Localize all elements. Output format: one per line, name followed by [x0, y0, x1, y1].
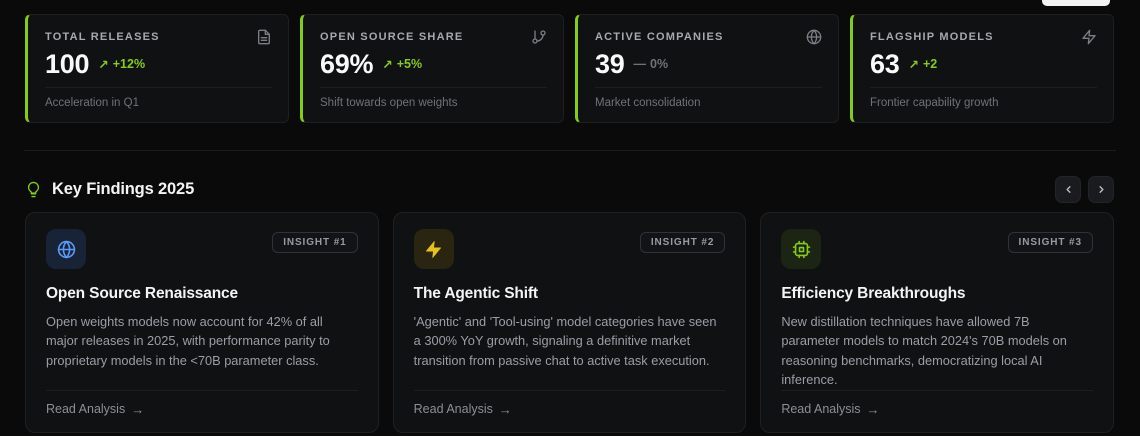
findings-header: Key Findings 2025 — [25, 175, 1114, 204]
stat-delta: — 0% — [633, 57, 669, 72]
insight-body: New distillation techniques have allowed… — [781, 314, 1067, 388]
stats-row: TOTAL RELEASES 100 ↗ +12% Acceleration i… — [25, 14, 1114, 123]
stat-note: Frontier capability growth — [870, 97, 999, 109]
carousel-prev-button[interactable] — [1055, 176, 1081, 203]
section-title: Key Findings 2025 — [52, 180, 195, 198]
divider — [781, 389, 1093, 391]
top-right-button-partial[interactable] — [1042, 0, 1110, 6]
insight-title: The Agentic Shift — [413, 285, 538, 302]
divider — [320, 87, 547, 88]
zap-icon — [1081, 29, 1097, 45]
stat-note: Acceleration in Q1 — [45, 97, 139, 109]
insight-card-agentic-shift: INSIGHT #2 The Agentic Shift 'Agentic' a… — [392, 212, 747, 433]
trend-up-icon: ↗ — [908, 57, 919, 72]
carousel-controls — [1055, 176, 1114, 203]
insight-card-efficiency: INSIGHT #3 Efficiency Breakthroughs New … — [760, 212, 1114, 433]
git-branch-icon — [531, 29, 547, 45]
chevron-right-icon — [1096, 184, 1107, 195]
zap-icon — [413, 229, 454, 269]
globe-icon — [46, 229, 86, 269]
insight-body: Open weights models now account for 42% … — [46, 314, 330, 368]
stat-label: OPEN SOURCE SHARE — [320, 31, 464, 43]
stat-delta: ↗ +5% — [382, 57, 423, 72]
cpu-icon — [781, 229, 822, 269]
stat-card-open-source-share: OPEN SOURCE SHARE 69% ↗ +5% Shift toward… — [300, 14, 564, 123]
stat-value: 100 — [45, 49, 90, 79]
divider — [45, 87, 272, 88]
stat-note: Market consolidation — [595, 97, 701, 109]
divider — [595, 87, 822, 88]
divider — [870, 87, 1097, 88]
insight-title: Efficiency Breakthroughs — [781, 285, 966, 302]
trend-up-icon: ↗ — [382, 57, 393, 72]
stat-label: ACTIVE COMPANIES — [595, 31, 724, 43]
insight-body: 'Agentic' and 'Tool-using' model categor… — [413, 314, 717, 368]
stat-delta: ↗ +12% — [98, 57, 146, 72]
stat-label: FLAGSHIP MODELS — [870, 31, 994, 43]
stat-card-flagship-models: FLAGSHIP MODELS 63 ↗ +2 Frontier capabil… — [850, 14, 1114, 123]
arrow-right-icon: → — [131, 401, 145, 417]
stat-card-active-companies: ACTIVE COMPANIES 39 — 0% Market consolid… — [575, 14, 839, 123]
insight-card-open-source: INSIGHT #1 Open Source Renaissance Open … — [25, 212, 379, 433]
stat-card-total-releases: TOTAL RELEASES 100 ↗ +12% Acceleration i… — [25, 14, 289, 123]
insight-badge: INSIGHT #3 — [1007, 232, 1093, 253]
lightbulb-icon — [25, 181, 42, 198]
stat-label: TOTAL RELEASES — [45, 31, 160, 43]
divider — [413, 389, 726, 391]
carousel-next-button[interactable] — [1088, 176, 1114, 203]
arrow-right-icon: → — [866, 401, 880, 417]
read-analysis-link[interactable]: Read Analysis → — [413, 401, 512, 417]
insight-title: Open Source Renaissance — [46, 285, 238, 302]
insight-badge: INSIGHT #1 — [272, 232, 358, 253]
stat-note: Shift towards open weights — [320, 97, 458, 109]
arrow-right-icon: → — [498, 401, 512, 417]
findings-grid: INSIGHT #1 Open Source Renaissance Open … — [25, 212, 1114, 433]
read-analysis-link[interactable]: Read Analysis → — [781, 401, 880, 417]
read-analysis-link[interactable]: Read Analysis → — [46, 401, 145, 417]
insight-badge: INSIGHT #2 — [639, 232, 726, 253]
stat-delta: ↗ +2 — [908, 57, 938, 72]
globe-icon — [806, 29, 822, 45]
chevron-left-icon — [1063, 184, 1074, 195]
section-divider — [24, 150, 1116, 151]
trend-up-icon: ↗ — [98, 57, 109, 72]
stat-value: 39 — [595, 49, 625, 79]
stat-value: 63 — [870, 49, 900, 79]
file-text-icon — [256, 29, 272, 45]
trend-flat-icon: — — [633, 57, 647, 72]
stat-value: 69% — [320, 49, 374, 79]
divider — [46, 389, 358, 391]
